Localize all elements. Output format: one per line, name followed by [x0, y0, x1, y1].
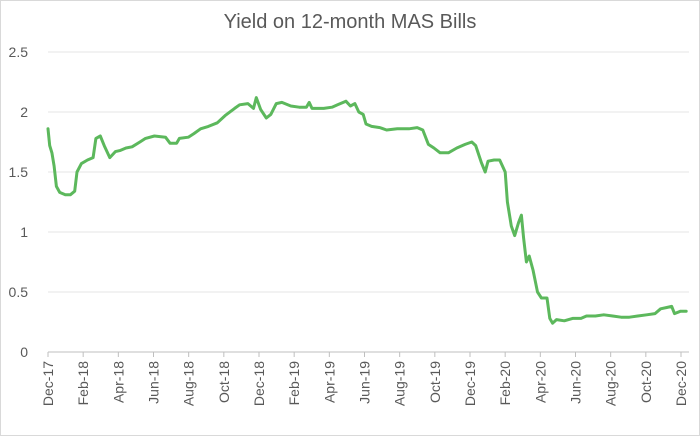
yield-series-line: [46, 96, 688, 325]
x-tick-label: Apr-19: [321, 361, 337, 403]
x-tick-label: Oct-20: [638, 361, 654, 403]
y-tick-label: 1: [20, 224, 28, 240]
x-tick-label: Apr-20: [532, 361, 548, 403]
x-tick-label: Aug-18: [181, 361, 197, 406]
x-tick-label: Aug-20: [603, 361, 619, 406]
x-tick-label: Jun-19: [357, 361, 373, 404]
x-tick-label: Oct-18: [216, 361, 232, 403]
x-tick-label: Oct-19: [427, 361, 443, 403]
y-tick-label: 2.5: [9, 44, 29, 60]
gridlines: [48, 51, 689, 293]
x-tick-label: Dec-19: [462, 361, 478, 406]
x-tick-label: Feb-20: [497, 361, 513, 406]
x-tick-label: Dec-17: [40, 361, 56, 406]
y-tick-label: 0: [20, 344, 28, 360]
x-tick-label: Dec-18: [251, 361, 267, 406]
y-tick-label: 2: [20, 104, 28, 120]
x-tick-label: Jun-18: [146, 361, 162, 404]
x-tick-label: Feb-19: [286, 361, 302, 406]
x-tick-label: Dec-20: [673, 361, 689, 406]
x-tick-label: Jun-20: [568, 361, 584, 404]
series-layer: [46, 96, 688, 325]
y-tick-label: 1.5: [9, 164, 29, 180]
x-tick-label: Feb-18: [75, 361, 91, 406]
y-axis-ticks: 0 0.5 1 1.5 2 2.5: [9, 44, 29, 360]
chart-title: Yield on 12-month MAS Bills: [224, 11, 477, 33]
x-tick-label: Apr-18: [110, 361, 126, 403]
x-tick-label: Aug-19: [392, 361, 408, 406]
x-axis: Dec-17 Feb-18 Apr-18 Jun-18 Aug-18 Oct-18 Dec-…: [40, 351, 689, 406]
y-tick-label: 0.5: [9, 284, 29, 300]
